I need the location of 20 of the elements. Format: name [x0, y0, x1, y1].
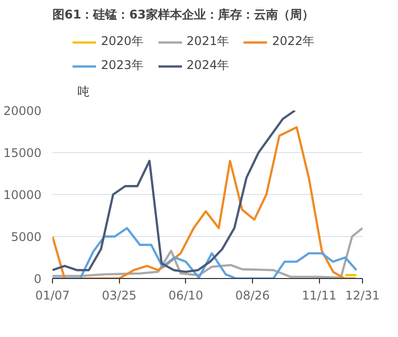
legend-label: 2022年	[272, 33, 315, 50]
y-tick-label: 10000	[3, 188, 42, 202]
legend-label: 2024年	[186, 57, 230, 74]
legend-label: 2021年	[186, 33, 230, 50]
y-tick-label: 20000	[3, 104, 42, 118]
y-tick-label: 15000	[3, 146, 42, 160]
x-tick-label: 11/11	[302, 288, 337, 302]
y-tick-label: 5000	[10, 230, 42, 244]
line-series	[52, 110, 296, 273]
line-series	[52, 126, 357, 278]
legend-label: 2023年	[101, 57, 144, 74]
x-tick-label: 01/07	[35, 288, 70, 302]
y-tick-label: 0	[34, 272, 42, 286]
x-tick-label: 03/25	[102, 288, 136, 302]
x-tick-label: 08/26	[235, 288, 270, 302]
x-tick-label: 12/31	[345, 288, 380, 302]
x-tick-label: 06/10	[168, 288, 204, 302]
legend-label: 2020年	[101, 33, 144, 50]
chart-title: 图61：硅锰：63家样本企业：库存：云南（周）	[52, 8, 314, 22]
y-axis-title: 吨	[77, 84, 90, 98]
